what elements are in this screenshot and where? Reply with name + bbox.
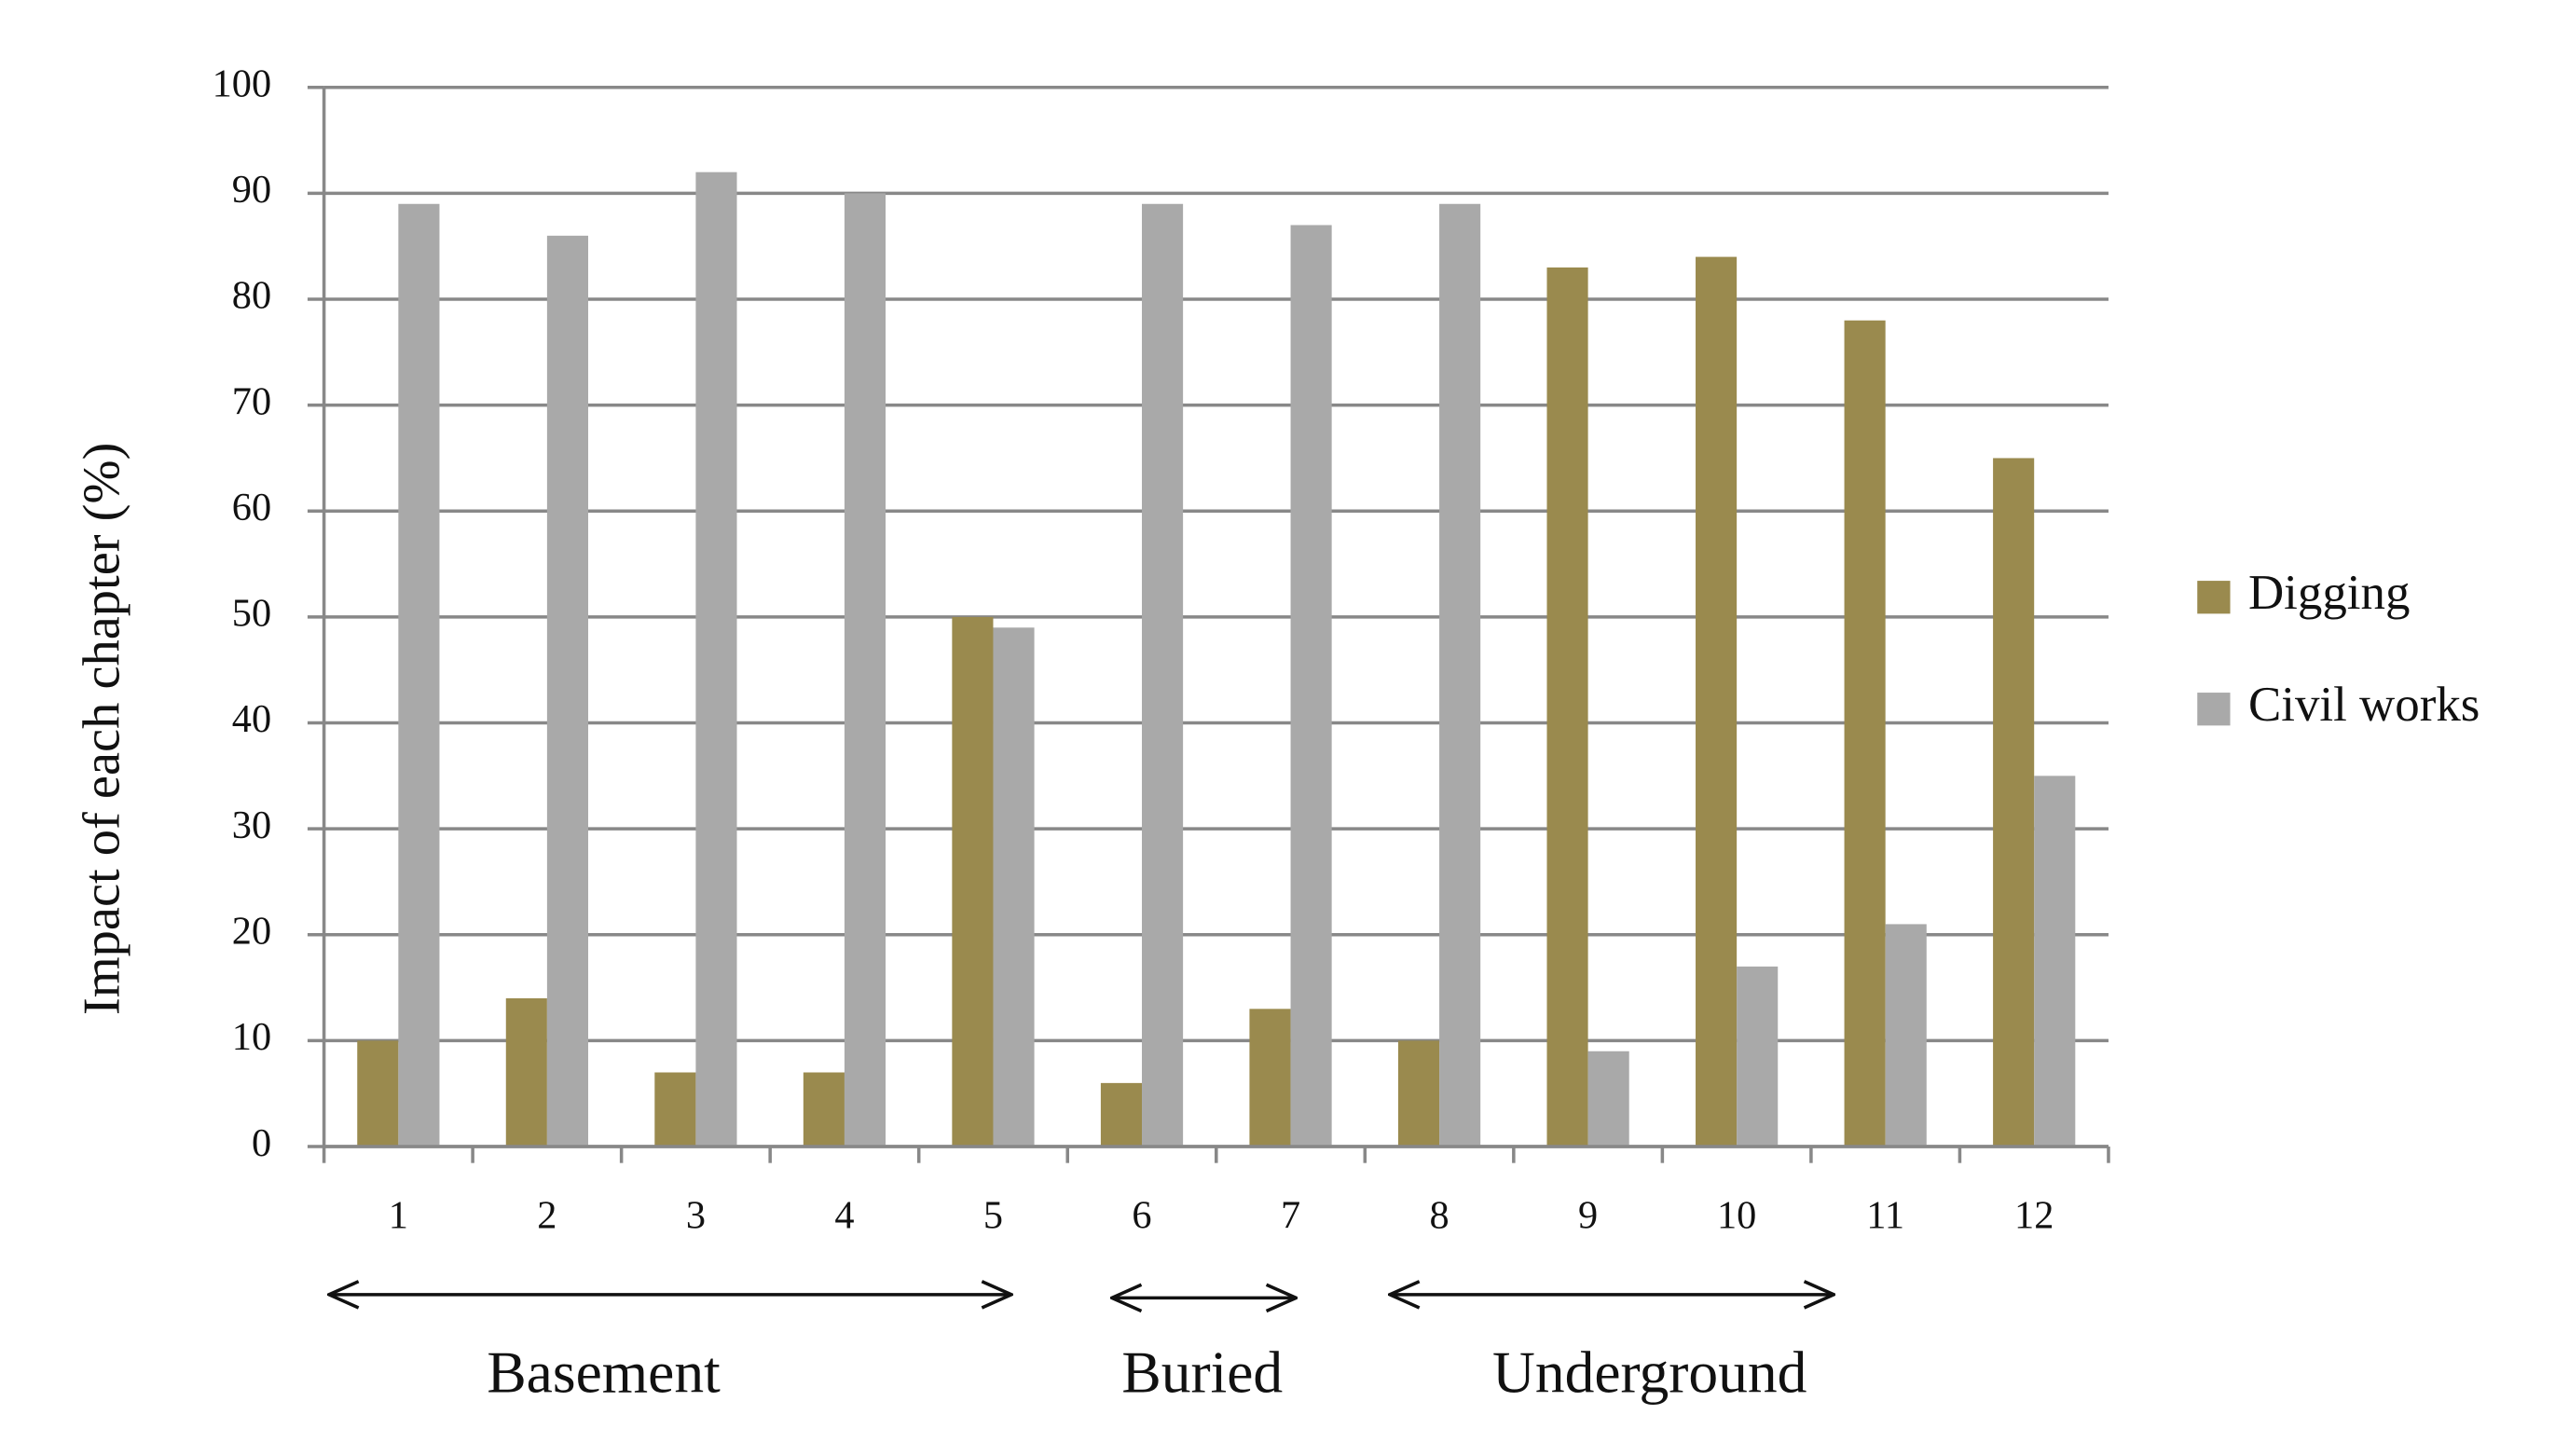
x-tick-label: 5 bbox=[983, 1193, 1003, 1237]
bar bbox=[952, 616, 994, 1147]
bar bbox=[1249, 1009, 1291, 1147]
bar bbox=[1885, 924, 1927, 1147]
annotation: Buried bbox=[1121, 1339, 1283, 1405]
bar bbox=[695, 172, 737, 1147]
y-tick-label: 30 bbox=[232, 804, 271, 847]
bar bbox=[505, 997, 547, 1147]
bar bbox=[803, 1072, 845, 1147]
legend-label: Civil works bbox=[2248, 678, 2480, 732]
annotation-arrows bbox=[329, 1295, 1834, 1298]
legend-swatch bbox=[2197, 693, 2231, 726]
bar bbox=[1142, 203, 1184, 1147]
x-tick-label: 4 bbox=[834, 1193, 854, 1237]
x-tick-label: 7 bbox=[1281, 1193, 1300, 1237]
bar bbox=[1696, 256, 1738, 1147]
x-tick-label: 12 bbox=[2014, 1193, 2054, 1237]
bar bbox=[654, 1072, 696, 1147]
y-tick-label: 100 bbox=[213, 62, 272, 105]
bar bbox=[357, 1040, 399, 1147]
bar bbox=[1587, 1051, 1629, 1147]
legend-label: Digging bbox=[2248, 566, 2410, 620]
y-tick-label: 20 bbox=[232, 910, 271, 954]
bar bbox=[1737, 966, 1779, 1147]
x-tick-label: 2 bbox=[537, 1193, 556, 1237]
bar bbox=[993, 627, 1035, 1147]
y-axis-title: Impact of each chapter (%) bbox=[74, 443, 131, 1015]
x-tick-label: 3 bbox=[686, 1193, 706, 1237]
bar bbox=[546, 235, 588, 1147]
x-tick-label: 10 bbox=[1717, 1193, 1756, 1237]
bar bbox=[398, 203, 440, 1147]
x-tick-label: 8 bbox=[1429, 1193, 1449, 1237]
x-tick-label: 6 bbox=[1132, 1193, 1151, 1237]
x-tick-label: 1 bbox=[389, 1193, 408, 1237]
bar bbox=[1546, 267, 1588, 1147]
x-tick-label: 11 bbox=[1866, 1193, 1904, 1237]
annotation: Basement bbox=[487, 1339, 721, 1405]
bar bbox=[844, 193, 886, 1147]
x-tick-label: 9 bbox=[1578, 1193, 1598, 1237]
y-tick-label: 90 bbox=[232, 168, 271, 212]
bar bbox=[1100, 1082, 1143, 1147]
legend-swatch bbox=[2197, 581, 2231, 614]
bar bbox=[1844, 320, 1886, 1147]
y-tick-label: 10 bbox=[232, 1015, 271, 1059]
bar bbox=[1397, 1040, 1440, 1147]
annotation: Underground bbox=[1492, 1339, 1807, 1405]
y-tick-label: 0 bbox=[252, 1121, 271, 1165]
y-tick-label: 50 bbox=[232, 592, 271, 636]
bar bbox=[2034, 776, 2076, 1147]
bar bbox=[1439, 203, 1481, 1147]
y-tick-label: 60 bbox=[232, 486, 271, 529]
y-tick-label: 80 bbox=[232, 274, 271, 318]
bar bbox=[1290, 225, 1332, 1147]
y-tick-label: 40 bbox=[232, 697, 271, 741]
y-tick-label: 70 bbox=[232, 379, 271, 423]
bar bbox=[1993, 458, 2035, 1147]
